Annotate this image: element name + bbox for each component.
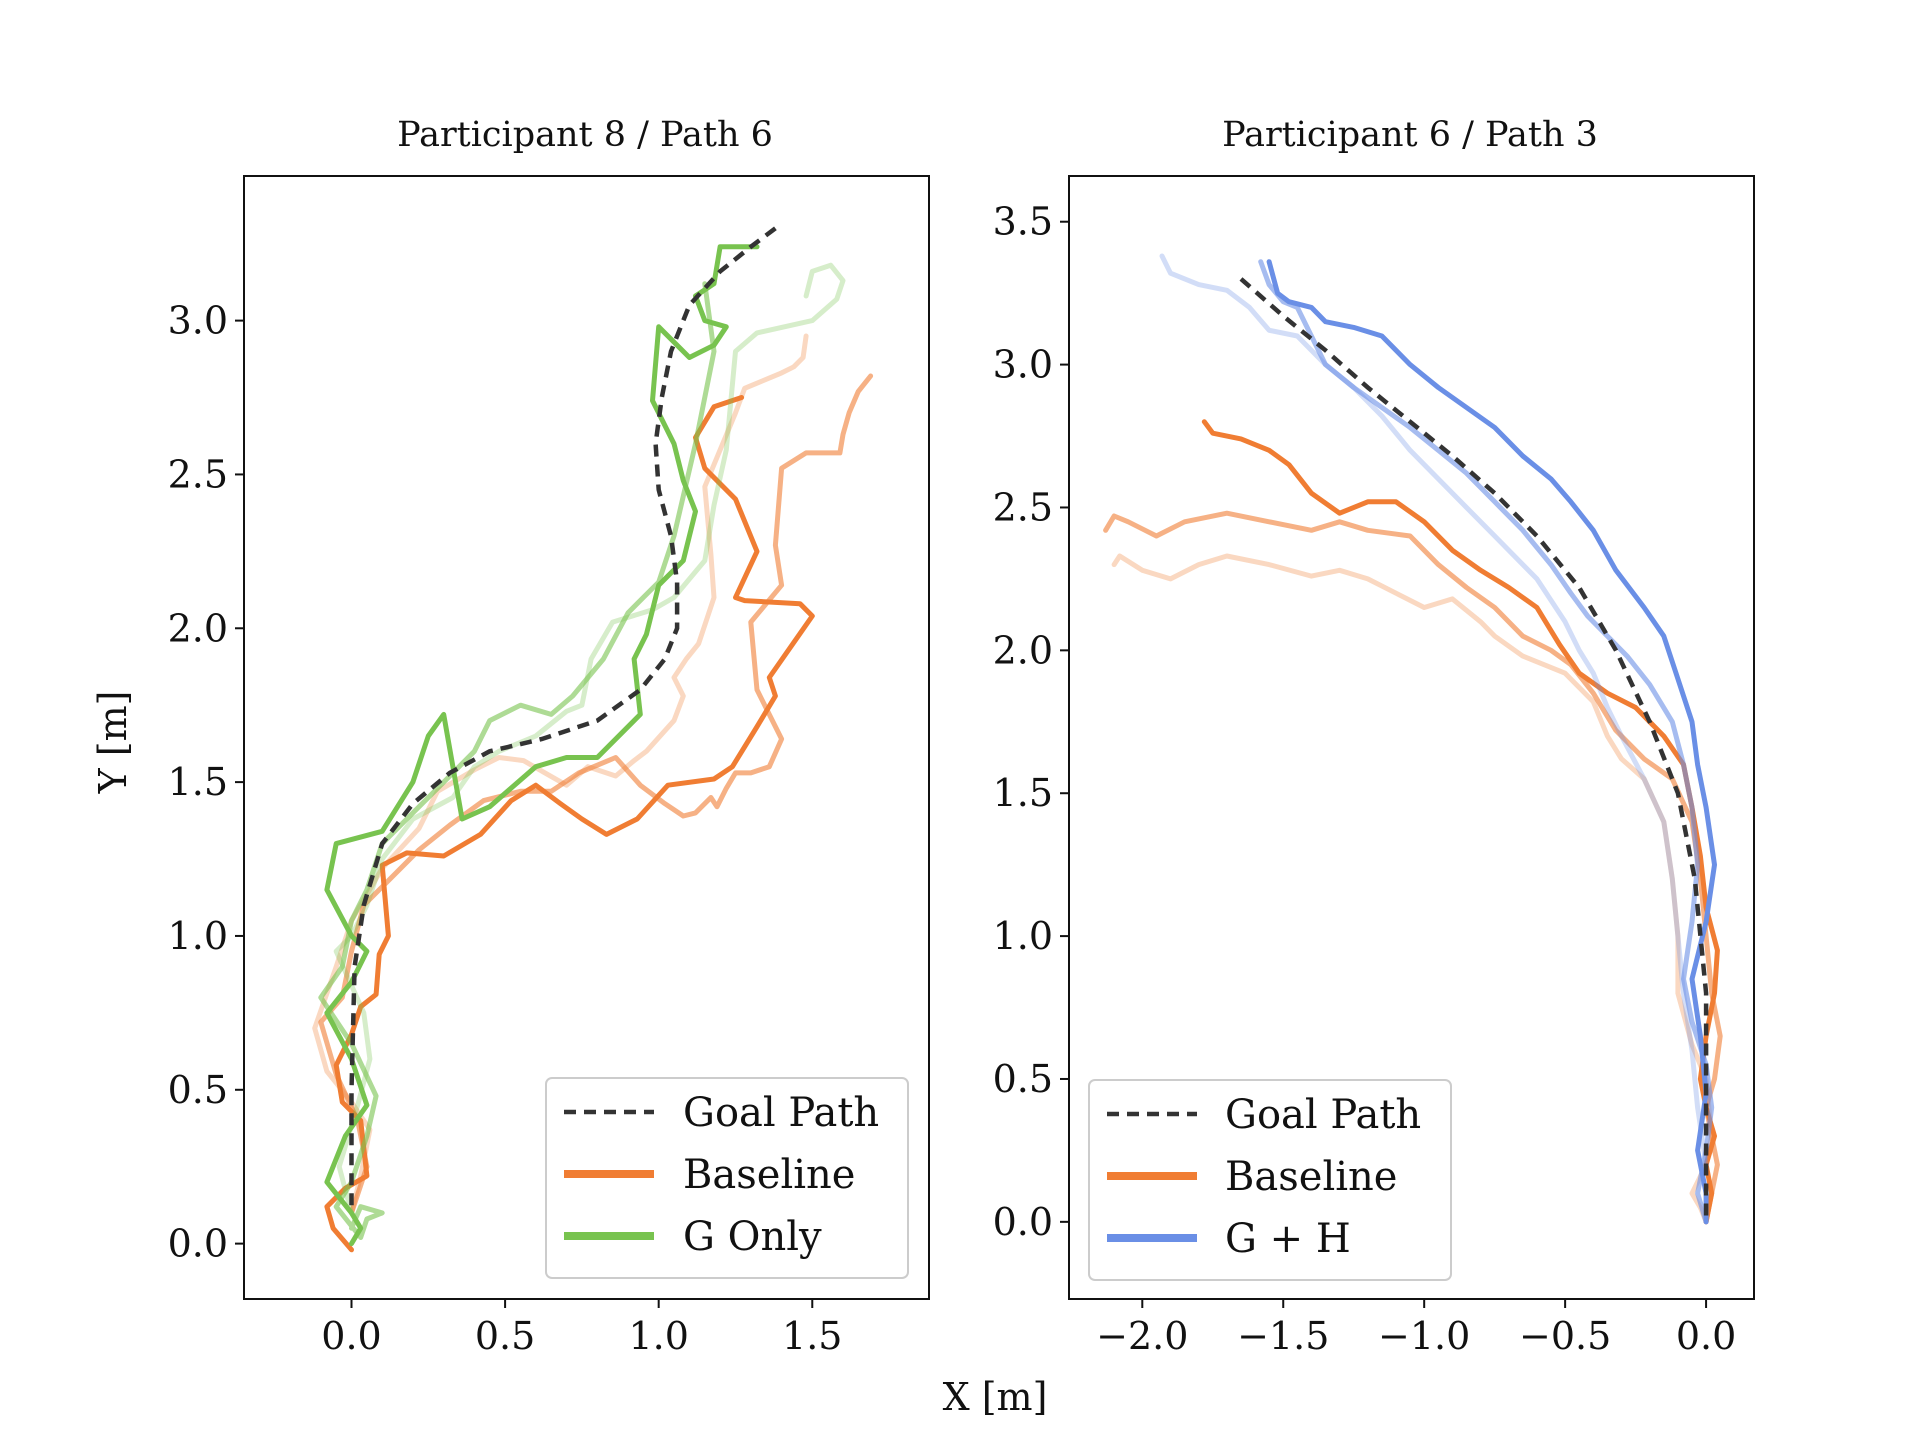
right-y-tick-label: 3.5	[993, 200, 1053, 244]
left-g-only-trajectory-6	[324, 244, 760, 1247]
right-g-h-trajectory-5	[1258, 259, 1715, 1225]
right-chart-frame	[1068, 175, 1755, 1300]
right-chart-legend: Goal Path Baseline G + H	[1088, 1079, 1452, 1281]
left-baseline-trajectory-2	[318, 373, 874, 1216]
right-chart-title: Participant 6 / Path 3	[1222, 115, 1598, 155]
left-baseline-trajectory-3	[324, 395, 815, 1253]
left-y-tick-label: 3.0	[168, 299, 228, 343]
right-g-h-trajectory-6	[1266, 259, 1717, 1225]
y-axis-label: Y [m]	[91, 691, 135, 795]
right-x-tick-label: −1.5	[1237, 1314, 1329, 1358]
right-y-tick-label: 0.0	[993, 1200, 1053, 1244]
left-baseline-trajectory-1	[312, 333, 809, 1216]
left-y-tick-label: 2.5	[168, 452, 228, 496]
left-chart-legend: Goal Path Baseline G Only	[545, 1077, 909, 1279]
left-y-tick-label: 2.0	[168, 606, 228, 650]
left-legend-goal-label: Goal Path	[683, 1090, 879, 1136]
left-legend-gonly-label: G Only	[683, 1214, 822, 1260]
left-legend-baseline-label: Baseline	[683, 1152, 855, 1198]
right-baseline-trajectory-3	[1201, 419, 1720, 1225]
right-g-h-trajectory-4	[1159, 253, 1709, 1168]
left-chart-frame	[243, 175, 930, 1300]
right-legend-gh-label: G + H	[1225, 1216, 1351, 1262]
right-legend-goal-label: Goal Path	[1225, 1092, 1421, 1138]
right-y-tick-label: 2.0	[993, 628, 1053, 672]
left-chart-ticks: 0.0 0.5 1.0 1.5 0.0 0.5 1.0 1.5 2.0 2.5 3.0	[168, 299, 843, 1358]
right-y-tick-label: 3.0	[993, 343, 1053, 387]
left-y-tick-label: 0.0	[168, 1222, 228, 1266]
right-x-tick-label: −2.0	[1096, 1314, 1188, 1358]
left-x-tick-label: 1.5	[782, 1314, 842, 1358]
left-g-only-trajectory-5	[318, 281, 717, 1240]
left-goal-path	[349, 226, 777, 1213]
right-chart-ticks: −2.0 −1.5 −1.0 −0.5 0.0 0.0 0.5 1.0 1.5 2.0 2.5 3.0…	[993, 200, 1737, 1358]
right-x-tick-label: 0.0	[1676, 1314, 1736, 1358]
right-chart: Participant 6 / Path 3 −2.0 −1.5 −1.0 −0.5 0…	[993, 115, 1755, 1358]
right-legend-baseline-label: Baseline	[1225, 1154, 1397, 1200]
right-baseline-trajectory-2	[1103, 510, 1723, 1225]
left-chart-series	[312, 226, 874, 1253]
left-y-tick-label: 1.0	[168, 914, 228, 958]
right-y-tick-label: 2.5	[993, 485, 1053, 529]
x-axis-label: X [m]	[943, 1375, 1048, 1419]
right-x-tick-label: −1.0	[1378, 1314, 1470, 1358]
left-y-tick-label: 0.5	[168, 1068, 228, 1112]
left-chart-title: Participant 8 / Path 6	[397, 115, 773, 155]
right-legend-box	[1088, 1079, 1452, 1281]
right-y-tick-label: 1.0	[993, 914, 1053, 958]
right-y-tick-label: 0.5	[993, 1057, 1053, 1101]
left-y-tick-label: 1.5	[168, 760, 228, 804]
right-x-tick-label: −0.5	[1519, 1314, 1611, 1358]
right-chart-series	[1103, 253, 1723, 1225]
right-y-tick-label: 1.5	[993, 771, 1053, 815]
left-x-tick-label: 1.0	[628, 1314, 688, 1358]
right-goal-path	[1239, 277, 1709, 1222]
left-legend-box	[545, 1077, 909, 1279]
left-x-tick-label: 0.0	[321, 1314, 381, 1358]
left-chart: Participant 8 / Path 6 0.0 0.5 1.0 1.50.00.…	[168, 115, 930, 1358]
left-x-tick-label: 0.5	[475, 1314, 535, 1358]
